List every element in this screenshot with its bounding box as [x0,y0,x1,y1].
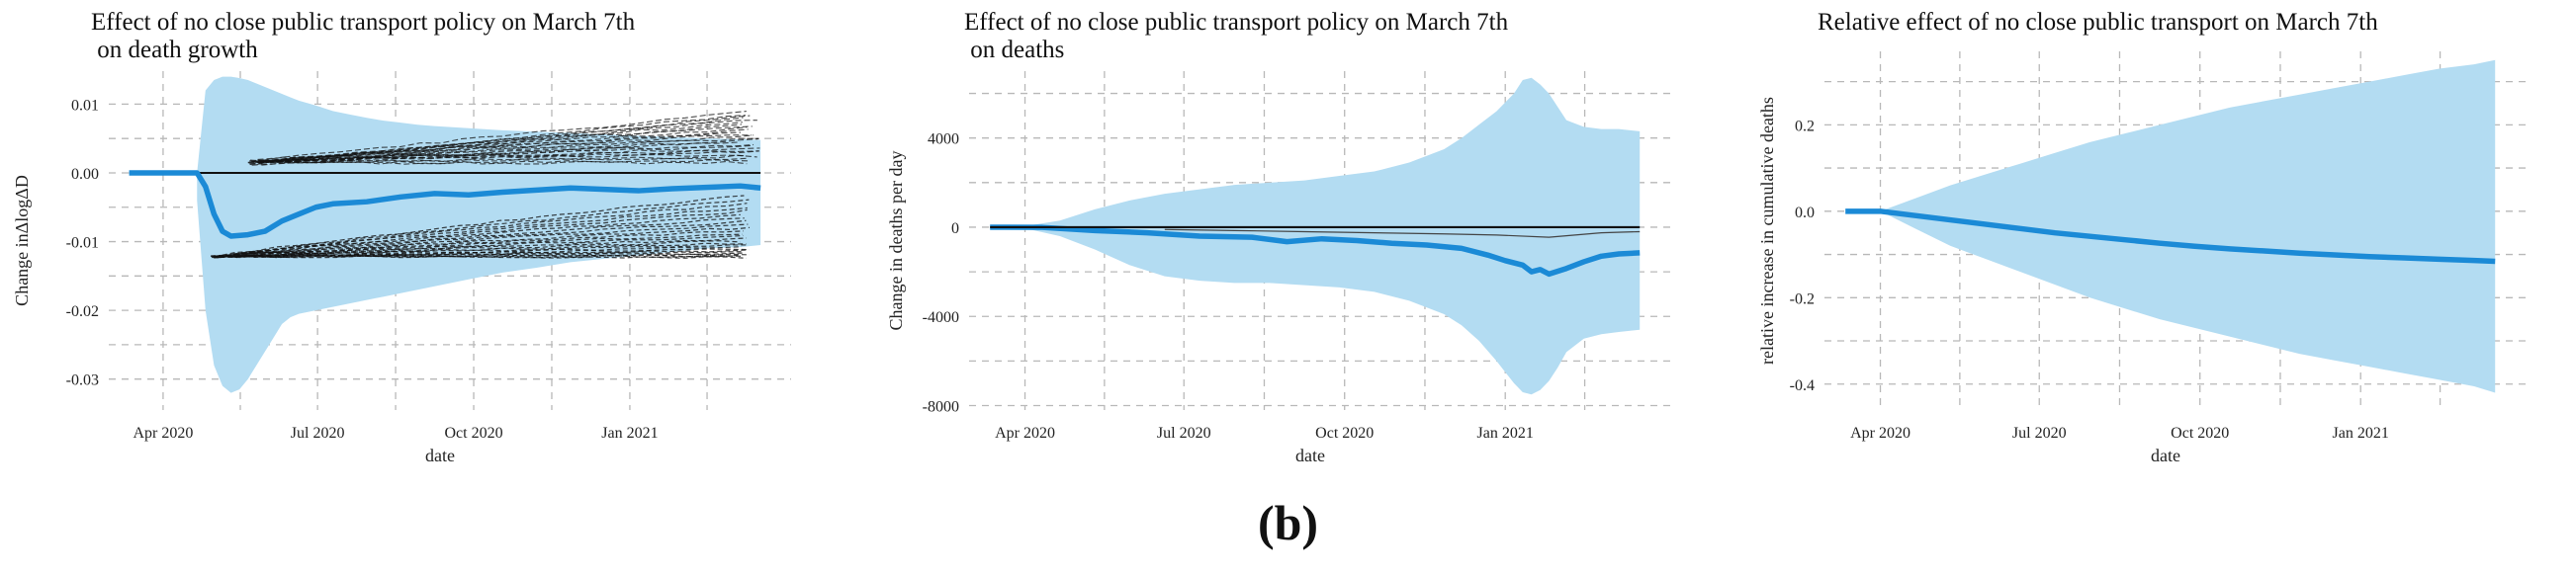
confidence-band [1880,59,2496,393]
chart-deaths: Apr 2020 Jul 2020 Oct 2020 Jan 2021 4000 0 -40… [886,9,1671,465]
x-tick-label: Apr 2020 [133,425,193,442]
simulation-path-upper [247,154,757,164]
simulation-path-lower [217,255,747,259]
y-tick-label: -8000 [923,398,959,415]
y-tick-label: 0.01 [71,97,99,114]
x-tick-label: Jan 2021 [601,425,658,442]
chart-death-growth: Apr 2020 Jul 2020 Oct 2020 Jan 2021 0.01 0.00… [12,9,791,465]
simulation-path-lower [215,217,745,258]
y-axis-label: Change in deaths per day [886,151,906,331]
simulation-path-upper [249,138,759,165]
median-effect-line [1845,208,2496,265]
simulation-path-lower [217,203,748,258]
y-axis-label: Change inΔlogΔD [12,175,32,306]
median-effect-line [129,170,761,239]
median-effect-line [990,224,1641,278]
x-tick-label: Jul 2020 [1157,425,1211,442]
y-tick-label: -0.02 [66,303,99,320]
x-tick-label: Jul 2020 [2012,425,2067,442]
y-tick-label: -0.2 [1790,290,1815,307]
simulation-path-lower [211,213,741,257]
x-tick-label: Jul 2020 [291,425,345,442]
y-tick-label: 0.00 [71,166,99,183]
x-tick-label: Apr 2020 [995,425,1055,442]
simulation-path-lower [213,234,744,259]
x-tick-label: Oct 2020 [444,425,502,442]
simulation-path-upper [257,111,747,160]
chart-title-line: Effect of no close public transport poli… [91,9,636,36]
x-tick-label: Oct 2020 [2171,425,2229,442]
simulation-path-upper [256,115,746,166]
simulation-path-lower [211,240,741,257]
y-tick-label: 4000 [928,131,959,148]
simulation-path-lower [219,199,750,259]
simulation-path-upper [249,137,759,166]
y-tick-label: -0.01 [66,235,99,252]
simulation-path-lower [214,195,745,258]
simulation-path-upper [253,122,743,164]
simulation-path-upper [254,117,744,162]
y-tick-label: 0.2 [1795,118,1815,134]
x-axis-label: date [425,446,455,465]
x-axis-label: date [2151,446,2180,465]
thin-path-line [1164,228,1641,238]
y-tick-label: 0.0 [1795,205,1815,221]
simulation-path-upper [251,131,741,166]
y-tick-label: 0 [951,220,959,237]
panel-label: (b) [1257,495,1319,550]
simulation-paths [129,111,761,259]
simulation-path-upper [252,124,743,163]
confidence-band [990,77,1641,395]
simulation-path-lower [212,246,742,259]
chart-relative-effect: Apr 2020 Jul 2020 Oct 2020 Jan 2021 0.2 0.0 -0… [1757,9,2527,465]
y-tick-label: -4000 [923,309,959,326]
x-axis-label: date [1295,446,1325,465]
chart-title-line: on death growth [91,37,258,63]
simulation-path-lower [217,242,747,258]
simulation-path-upper [261,159,751,166]
x-tick-label: Jan 2021 [2333,425,2389,442]
chart-title-line: Effect of no close public transport poli… [964,9,1509,36]
chart-title-line: on deaths [964,37,1064,63]
x-tick-label: Oct 2020 [1315,425,1374,442]
simulation-path-lower [216,219,747,259]
y-axis-label: relative increase in cumulative deaths [1757,97,1777,365]
y-tick-label: -0.4 [1790,377,1815,394]
x-tick-label: Apr 2020 [1850,425,1910,442]
simulation-path-lower [218,208,748,259]
y-tick-label: -0.03 [66,372,99,389]
simulation-path-lower [220,226,751,259]
x-tick-label: Jan 2021 [1477,425,1534,442]
chart-title-line: Relative effect of no close public trans… [1818,9,2378,36]
